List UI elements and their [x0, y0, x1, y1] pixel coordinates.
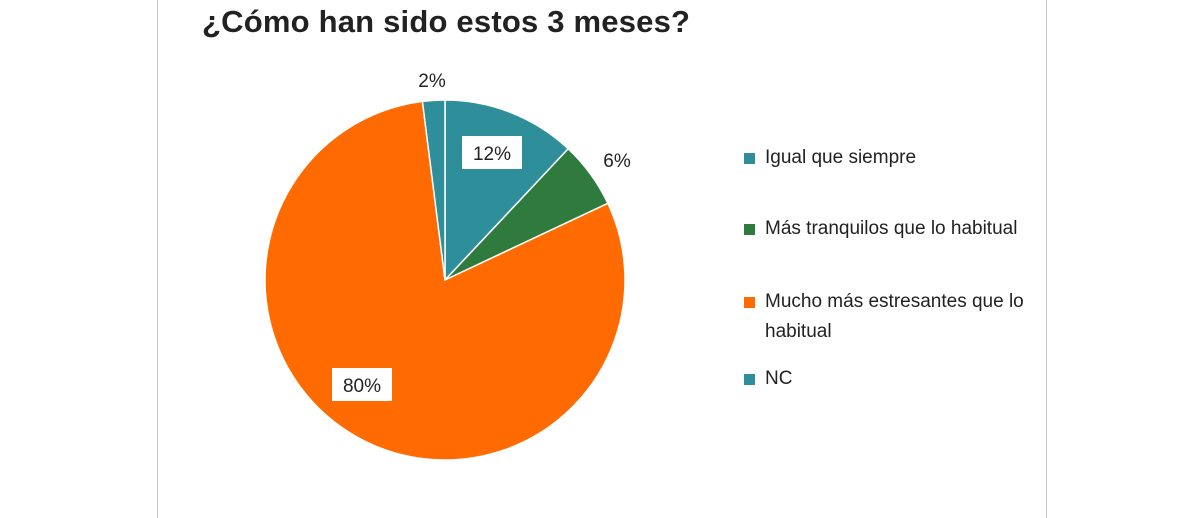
legend-swatch [744, 297, 755, 308]
chart-frame [157, 0, 1047, 518]
legend-item-igual: Igual que siempre [744, 143, 1025, 173]
pie-slice-4 [421, 99, 446, 281]
data-label: 6% [603, 151, 631, 172]
legend-label: NC [765, 368, 793, 389]
pie-chart: 12% 6% 80% 2% [264, 71, 631, 461]
legend-swatch [744, 153, 755, 164]
legend-swatch [744, 374, 755, 385]
data-label-box [332, 368, 392, 401]
legend-label: Mucho más estresantes que lo habitual [765, 291, 1024, 342]
data-label-text: 2% [418, 71, 446, 92]
data-label-box [462, 136, 522, 169]
legend-swatch [744, 224, 755, 235]
data-label-text: 12% [473, 144, 511, 165]
legend-item-nc: NC [744, 364, 1025, 394]
data-label: 2% [418, 71, 446, 92]
legend-item-tranquilos: Más tranquilos que lo habitual [744, 214, 1025, 244]
data-label-text: 80% [343, 376, 381, 397]
legend-item-estresantes: Mucho más estresantes que lo habitual [744, 287, 1025, 347]
data-label: 80% [332, 368, 392, 401]
legend-label: Igual que siempre [765, 147, 917, 168]
data-label-text: 6% [603, 151, 631, 172]
data-label: 12% [462, 136, 522, 169]
chart-title: ¿Cómo han sido estos 3 meses? [202, 4, 691, 39]
legend-label: Más tranquilos que lo habitual [765, 218, 1018, 239]
